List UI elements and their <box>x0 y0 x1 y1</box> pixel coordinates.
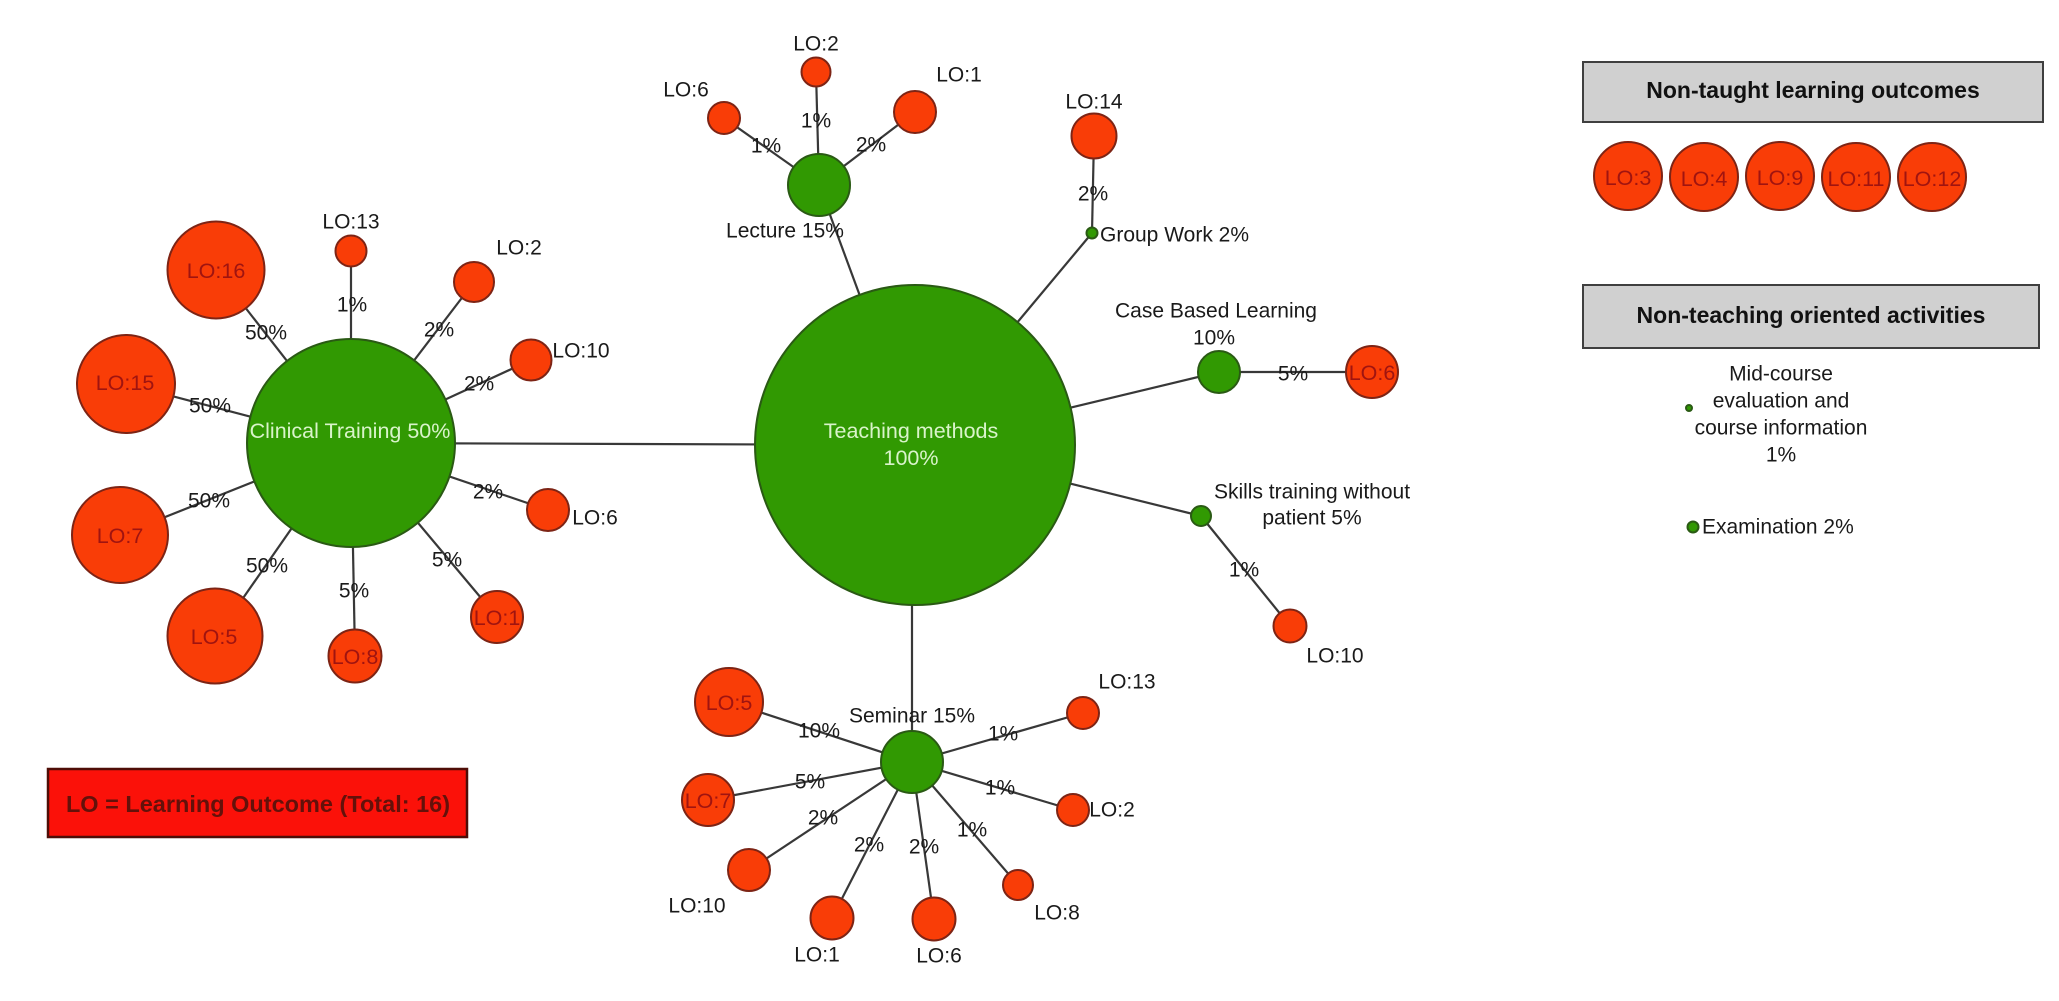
svg-text:Non-taught learning outcomes: Non-taught learning outcomes <box>1646 77 1980 103</box>
svg-text:1%: 1% <box>801 110 831 133</box>
svg-text:Non-teaching oriented activiti: Non-teaching oriented activities <box>1637 302 1986 328</box>
svg-text:LO:10: LO:10 <box>552 340 609 363</box>
svg-text:2%: 2% <box>856 134 886 157</box>
svg-text:LO:12: LO:12 <box>1903 167 1962 191</box>
svg-text:LO:7: LO:7 <box>685 789 732 813</box>
svg-text:Clinical Training 50%: Clinical Training 50% <box>250 419 451 443</box>
svg-text:LO:15: LO:15 <box>96 371 155 395</box>
svg-text:1%: 1% <box>1229 559 1259 582</box>
svg-text:50%: 50% <box>245 322 287 345</box>
svg-text:LO:3: LO:3 <box>1605 166 1652 190</box>
svg-text:100%: 100% <box>884 446 939 470</box>
svg-text:LO:5: LO:5 <box>191 625 238 649</box>
svg-text:LO:2: LO:2 <box>1089 799 1135 822</box>
svg-text:2%: 2% <box>464 373 494 396</box>
svg-text:5%: 5% <box>1278 363 1308 386</box>
svg-text:LO = Learning Outcome (Total:: LO = Learning Outcome (Total: 16) <box>66 791 450 817</box>
svg-text:LO:1: LO:1 <box>474 606 521 630</box>
svg-text:5%: 5% <box>795 771 825 794</box>
svg-text:LO:14: LO:14 <box>1065 91 1123 114</box>
svg-text:LO:7: LO:7 <box>97 524 144 548</box>
svg-text:Seminar 15%: Seminar 15% <box>849 705 975 728</box>
svg-text:50%: 50% <box>246 555 288 578</box>
svg-text:LO:16: LO:16 <box>187 259 246 283</box>
svg-text:LO:10: LO:10 <box>668 895 725 918</box>
svg-text:LO:6: LO:6 <box>572 507 618 530</box>
svg-text:LO:1: LO:1 <box>794 944 840 967</box>
svg-text:1%: 1% <box>988 723 1018 746</box>
svg-text:10%: 10% <box>1193 327 1235 350</box>
svg-text:LO:6: LO:6 <box>916 945 962 968</box>
svg-text:Group Work 2%: Group Work 2% <box>1100 224 1249 247</box>
svg-text:2%: 2% <box>909 836 939 859</box>
svg-text:LO:10: LO:10 <box>1306 645 1363 668</box>
svg-text:LO:8: LO:8 <box>1034 902 1080 925</box>
svg-text:course information: course information <box>1695 417 1868 440</box>
svg-text:2%: 2% <box>808 807 838 830</box>
svg-text:2%: 2% <box>854 834 884 857</box>
svg-text:10%: 10% <box>798 720 840 743</box>
svg-text:LO:11: LO:11 <box>1828 167 1885 191</box>
svg-text:Mid-course: Mid-course <box>1729 363 1833 386</box>
svg-text:Skills training without: Skills training without <box>1214 481 1410 504</box>
svg-text:Teaching methods: Teaching methods <box>824 419 999 443</box>
svg-text:LO:2: LO:2 <box>793 33 839 56</box>
svg-text:1%: 1% <box>1766 444 1796 467</box>
svg-text:2%: 2% <box>424 319 454 342</box>
svg-text:evaluation and: evaluation and <box>1713 390 1850 413</box>
svg-text:LO:4: LO:4 <box>1681 167 1728 191</box>
svg-text:Examination 2%: Examination 2% <box>1702 516 1854 539</box>
svg-text:1%: 1% <box>985 777 1015 800</box>
svg-text:1%: 1% <box>957 819 987 842</box>
svg-text:LO:6: LO:6 <box>663 79 709 102</box>
svg-text:2%: 2% <box>473 481 503 504</box>
svg-text:LO:1: LO:1 <box>936 64 982 87</box>
svg-text:LO:9: LO:9 <box>1757 166 1804 190</box>
svg-text:Lecture 15%: Lecture 15% <box>726 220 844 243</box>
svg-text:LO:8: LO:8 <box>332 645 379 669</box>
svg-text:1%: 1% <box>751 135 781 158</box>
svg-text:5%: 5% <box>339 580 369 603</box>
svg-text:1%: 1% <box>337 294 367 317</box>
svg-text:5%: 5% <box>432 549 462 572</box>
svg-text:LO:5: LO:5 <box>706 691 753 715</box>
svg-text:LO:6: LO:6 <box>1349 361 1396 385</box>
svg-text:patient 5%: patient 5% <box>1262 507 1361 530</box>
svg-text:LO:13: LO:13 <box>322 211 379 234</box>
svg-text:LO:2: LO:2 <box>496 237 542 260</box>
svg-text:2%: 2% <box>1078 183 1108 206</box>
svg-text:50%: 50% <box>189 395 231 418</box>
svg-text:Case Based Learning: Case Based Learning <box>1115 300 1317 323</box>
svg-text:LO:13: LO:13 <box>1098 671 1155 694</box>
svg-text:50%: 50% <box>188 490 230 513</box>
